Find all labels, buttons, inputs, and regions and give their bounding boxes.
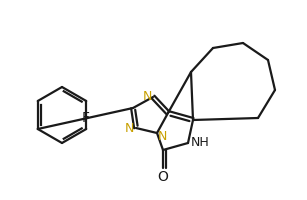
Text: NH: NH <box>191 136 209 150</box>
Text: N: N <box>124 122 134 136</box>
Text: F: F <box>81 111 89 125</box>
Text: O: O <box>157 170 169 184</box>
Text: N: N <box>142 90 152 102</box>
Text: N: N <box>157 130 167 142</box>
